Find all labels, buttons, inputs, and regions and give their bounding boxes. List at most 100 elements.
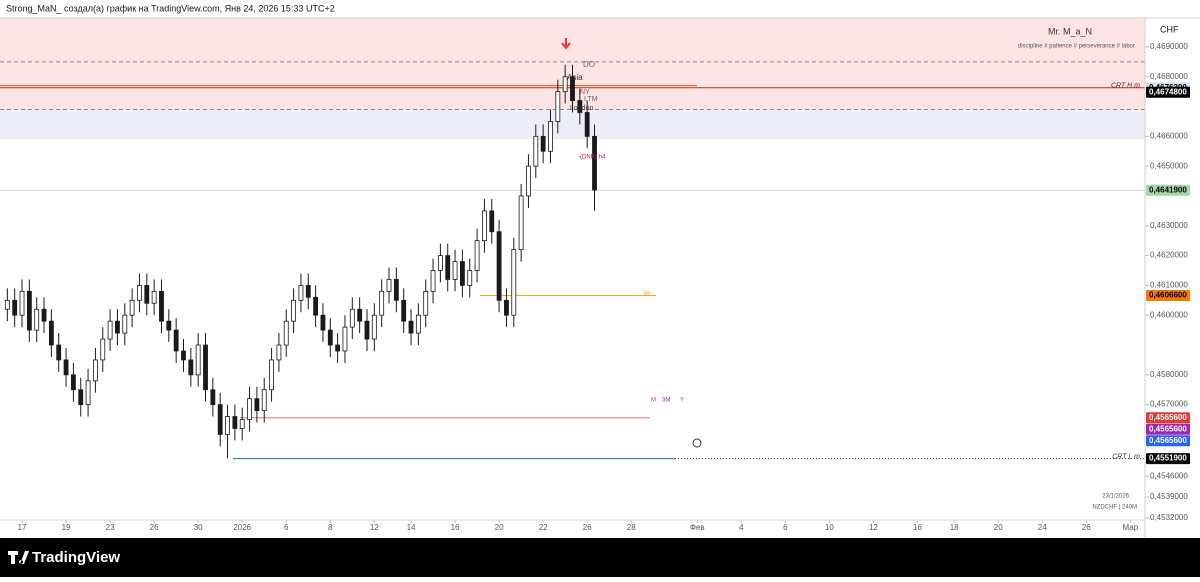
price-tag bbox=[1146, 435, 1190, 447]
candle-body bbox=[533, 135, 539, 167]
price-tag bbox=[1146, 290, 1190, 302]
level-tag: Y bbox=[680, 398, 684, 404]
candle-body bbox=[459, 261, 465, 286]
candle-body bbox=[415, 314, 421, 334]
candle-body bbox=[276, 344, 282, 361]
candle-body bbox=[166, 320, 172, 331]
candle-body bbox=[291, 299, 297, 322]
candle-body bbox=[4, 299, 10, 310]
candle-body bbox=[570, 76, 575, 101]
level-label: W bbox=[643, 290, 650, 297]
candle-body bbox=[159, 290, 164, 322]
y-tick-label: 0,4570000 bbox=[1150, 400, 1188, 409]
candle-body bbox=[401, 299, 407, 322]
y-tick-label: 0,4532000 bbox=[1150, 513, 1188, 522]
candle-body bbox=[188, 359, 194, 376]
candle-body bbox=[320, 314, 326, 331]
candle-body bbox=[19, 290, 25, 316]
y-tick-label: 0,4620000 bbox=[1150, 251, 1188, 260]
candle-body bbox=[335, 344, 341, 352]
candle-body bbox=[386, 279, 392, 292]
candle-body bbox=[217, 404, 223, 435]
candle-body bbox=[283, 320, 289, 346]
y-tick-label: 0,4650000 bbox=[1150, 161, 1188, 170]
candle-body bbox=[511, 249, 517, 316]
candle-body bbox=[247, 398, 252, 420]
x-tick-label: 28 bbox=[627, 523, 636, 532]
candle-body bbox=[92, 359, 98, 382]
level-label: CRT L m bbox=[1112, 453, 1140, 460]
candle-body bbox=[225, 416, 230, 435]
candle-body bbox=[305, 284, 311, 298]
candle-body bbox=[540, 135, 546, 152]
candle-body bbox=[423, 290, 429, 316]
y-tick-label: 0,4610000 bbox=[1150, 281, 1188, 290]
header-text: Strong_MaN_ создал(а) график на TradingV… bbox=[6, 3, 335, 13]
x-tick-label: 19 bbox=[62, 523, 71, 532]
candle-body bbox=[445, 255, 451, 280]
candle-body bbox=[78, 389, 84, 406]
x-tick-label: 18 bbox=[950, 523, 959, 532]
x-tick-label: 30 bbox=[194, 523, 203, 532]
candle-body bbox=[327, 329, 333, 346]
x-tick-label: 24 bbox=[1038, 523, 1047, 532]
x-tick-label: 6 bbox=[284, 523, 289, 532]
candle-body bbox=[70, 374, 76, 391]
y-tick-label: 0,4580000 bbox=[1150, 370, 1188, 379]
candle-body bbox=[85, 380, 91, 406]
annotation: London bbox=[570, 105, 593, 112]
price-tag-label: 0,4565600 bbox=[1149, 424, 1187, 433]
candle-body bbox=[137, 284, 142, 301]
candle-body bbox=[12, 299, 18, 316]
y-tick-label: 0,4546000 bbox=[1150, 471, 1188, 480]
candle-body bbox=[430, 270, 436, 292]
price-tag bbox=[1146, 86, 1190, 98]
annotation: LTM bbox=[584, 96, 598, 103]
candle-body bbox=[107, 320, 113, 340]
x-tick-label: 26 bbox=[583, 523, 592, 532]
candle-body bbox=[548, 121, 553, 152]
y-tick-label: 0,4690000 bbox=[1150, 42, 1188, 51]
candle-body bbox=[357, 308, 363, 322]
candle-body bbox=[364, 320, 370, 340]
candle-body bbox=[379, 290, 385, 316]
price-tag-label: 0,4606600 bbox=[1149, 291, 1187, 300]
candle-body bbox=[195, 344, 201, 376]
footer: TradingView bbox=[0, 538, 1200, 577]
x-tick-label: 10 bbox=[825, 523, 834, 532]
candle-body bbox=[34, 308, 40, 331]
candles bbox=[4, 64, 597, 459]
price-tag-label: 0,4565600 bbox=[1149, 413, 1187, 422]
candle-body bbox=[173, 329, 179, 352]
x-tick-label: Мар bbox=[1122, 523, 1138, 532]
x-tick-label: Фев bbox=[690, 523, 705, 532]
x-tick-label: 16 bbox=[451, 523, 460, 532]
candle-body bbox=[56, 344, 62, 361]
x-tick-label: 22 bbox=[539, 523, 548, 532]
candle-body bbox=[504, 299, 509, 316]
candle-body bbox=[100, 338, 106, 361]
y-tick-label: 0,4539000 bbox=[1150, 492, 1188, 501]
candle-body bbox=[261, 389, 267, 411]
level-tag: 3M bbox=[662, 398, 670, 404]
candle-body bbox=[115, 320, 120, 334]
candle-body bbox=[48, 320, 54, 346]
candle-body bbox=[452, 261, 458, 280]
x-tick-label: 4 bbox=[739, 523, 744, 532]
x-tick-label: 14 bbox=[407, 523, 416, 532]
x-tick-label: 12 bbox=[869, 523, 878, 532]
price-tag-label: 0,4551900 bbox=[1149, 454, 1187, 463]
candle-body bbox=[349, 308, 355, 328]
annotation: Asia bbox=[567, 73, 583, 82]
annotation: DO bbox=[583, 60, 595, 69]
y-tick-label: 0,4680000 bbox=[1150, 72, 1188, 81]
candle-body bbox=[63, 359, 69, 376]
candle-body bbox=[181, 350, 186, 361]
candle-body bbox=[129, 299, 135, 316]
candle-body bbox=[203, 344, 208, 391]
annotation: NY bbox=[580, 89, 590, 96]
x-tick-label: 20 bbox=[495, 523, 504, 532]
author: Mr. M_a_N bbox=[1048, 26, 1092, 36]
logo: TradingView bbox=[8, 549, 120, 566]
